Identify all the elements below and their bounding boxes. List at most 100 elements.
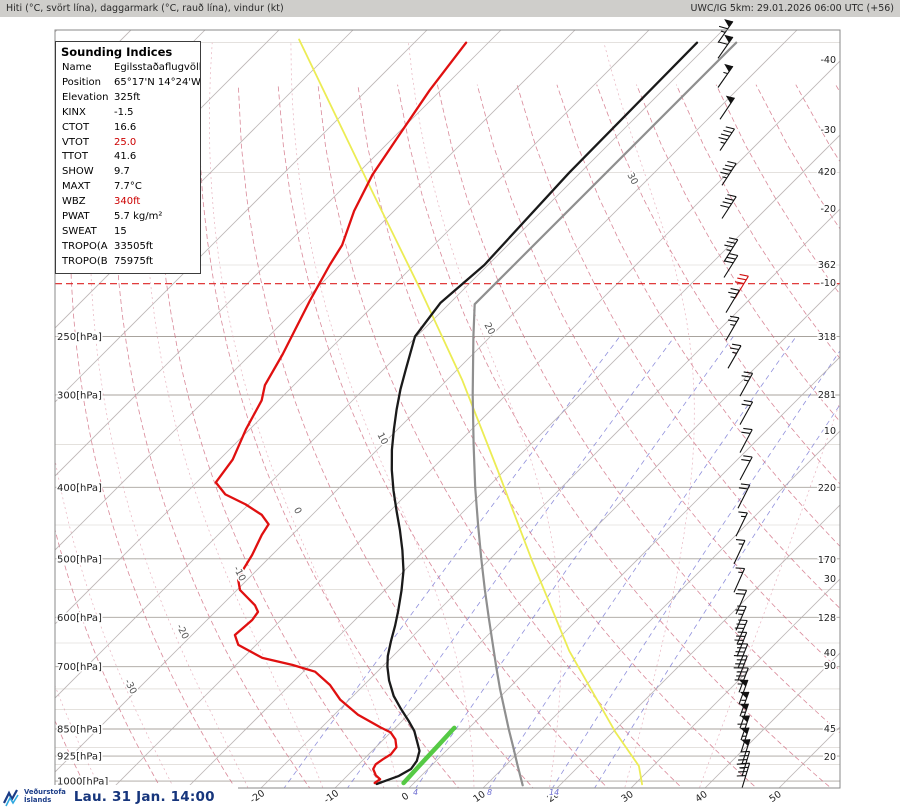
wind-barb [725, 315, 740, 341]
index-label: TTOT [62, 151, 89, 163]
logo-text: Veðurstofa Íslands [24, 788, 66, 804]
legend-text: Hiti (°C, svört lína), daggarmark (°C, r… [6, 3, 284, 14]
right-axis-label: 128 [818, 613, 836, 624]
index-value: -1.5 [114, 106, 134, 118]
index-label: MAXT [62, 181, 91, 193]
wind-barb [720, 160, 737, 186]
wind-barb [720, 194, 737, 219]
right-axis-label: 90 [824, 661, 836, 672]
pressure-label: 600[hPa] [57, 613, 102, 624]
indices-row: CTOT 16.6 [56, 121, 200, 136]
wind-barb [717, 34, 734, 59]
wind-barb [736, 762, 751, 789]
right-axis-label: 420 [818, 167, 836, 178]
wind-barb [717, 63, 734, 88]
index-value: 41.6 [114, 151, 137, 163]
sounding-indices-panel: Sounding Indices Name Egilsstaðaflugvöllu… [55, 41, 201, 274]
mixing-ratio-label: 14 [549, 788, 559, 797]
index-value: 33505ft [114, 240, 154, 252]
indices-row: Position 65°17'N 14°24'W [56, 76, 200, 91]
mixing-ratio-label: 4 [413, 788, 418, 797]
mixing-ratio-label: 8 [487, 788, 492, 797]
indices-title: Sounding Indices [61, 45, 173, 59]
wind-barb [739, 455, 753, 481]
pressure-label: 250[hPa] [57, 332, 102, 343]
pressure-label: 500[hPa] [57, 554, 102, 565]
plot-border [54, 29, 841, 789]
index-value: 325ft [114, 91, 141, 103]
indices-table: Name Egilsstaðaflugvöllur Position 65°17'N … [56, 61, 200, 270]
index-value: 16.6 [114, 121, 137, 133]
wind-barb [735, 511, 748, 537]
index-label: SHOW [62, 166, 94, 178]
index-value: 9.7 [114, 166, 130, 178]
wind-barb [719, 95, 735, 120]
temperature-axis-label: 40 [693, 789, 709, 805]
index-value: 65°17'N 14°24'W [114, 76, 200, 88]
parcel-line [401, 725, 457, 786]
right-axis-label: 281 [818, 390, 836, 401]
index-label: Name [62, 62, 92, 73]
right-axis-label: -40 [820, 55, 836, 66]
index-label: SWEAT [62, 225, 97, 237]
top-status-bar: Hiti (°C, svört lína), daggarmark (°C, r… [0, 0, 900, 17]
index-value: 15 [114, 225, 127, 237]
index-label: Elevation [62, 91, 108, 103]
right-axis-label: -10 [820, 278, 836, 289]
index-value: 5.7 kg/m² [114, 211, 163, 223]
wind-barb [717, 19, 734, 44]
adiabat-label: 20 [482, 321, 497, 337]
wind-barb [733, 539, 746, 565]
indices-row: KINX -1.5 [56, 106, 200, 121]
adiabat-label: 30 [625, 171, 640, 187]
indices-row: Name Egilsstaðaflugvöllur [56, 61, 200, 76]
right-axis-label: 170 [818, 555, 836, 566]
index-label: PWAT [62, 211, 90, 223]
logo-text-line1: Veðurstofa [24, 788, 66, 796]
yellow-reference-line [298, 38, 643, 786]
temperature-axis-label: 10 [471, 789, 487, 805]
valid-time-label: Lau. 31 Jan. 14:00 [73, 788, 215, 805]
standard-atmosphere-line [471, 41, 738, 787]
indices-row: SWEAT 15 [56, 225, 200, 240]
wind-barb [725, 288, 740, 313]
adiabat-label: 0 [291, 506, 304, 517]
indices-row: VTOT 25.0 [56, 136, 200, 151]
index-label: WBZ [62, 196, 86, 208]
right-axis-label: 220 [818, 483, 836, 494]
wind-barb [723, 237, 739, 262]
temperature-axis-label: 0 [400, 791, 411, 803]
wind-barb-column [717, 19, 754, 789]
indices-row: MAXT 7.7°C [56, 180, 200, 195]
right-axis-label: 362 [818, 260, 836, 271]
index-value: 340ft [114, 196, 141, 208]
temperature-axis-label: -20 [248, 788, 267, 806]
index-value: 25.0 [114, 136, 137, 148]
right-axis-label: 10 [824, 426, 836, 437]
wind-barb [727, 343, 742, 369]
right-axis-label: 40 [824, 648, 836, 659]
index-value: Egilsstaðaflugvöllur [114, 62, 200, 73]
pressure-label: 300[hPa] [57, 391, 102, 402]
wind-barb [739, 399, 754, 425]
right-axis-label: 30 [824, 574, 836, 585]
dewpoint-line [214, 41, 468, 785]
right-axis-label: 45 [824, 724, 836, 735]
indices-row: SHOW 9.7 [56, 165, 200, 180]
indices-row: TROPO(A) 33505ft [56, 240, 200, 255]
index-value: 7.7°C [114, 181, 142, 193]
index-label: Position [62, 76, 101, 88]
footer-bar: Veðurstofa Íslands Lau. 31 Jan. 14:00 [0, 785, 238, 808]
vedurstofa-logo-icon [3, 788, 19, 806]
wind-barb [735, 605, 747, 631]
wind-barb [739, 427, 753, 453]
wind-barb [739, 371, 754, 397]
wind-barb [734, 273, 749, 299]
wind-barb [737, 483, 751, 509]
index-value: 75975ft [114, 255, 154, 267]
indices-row: TTOT 41.6 [56, 150, 200, 165]
right-axis-label: 20 [824, 752, 836, 763]
pressure-label: 700[hPa] [57, 662, 102, 673]
